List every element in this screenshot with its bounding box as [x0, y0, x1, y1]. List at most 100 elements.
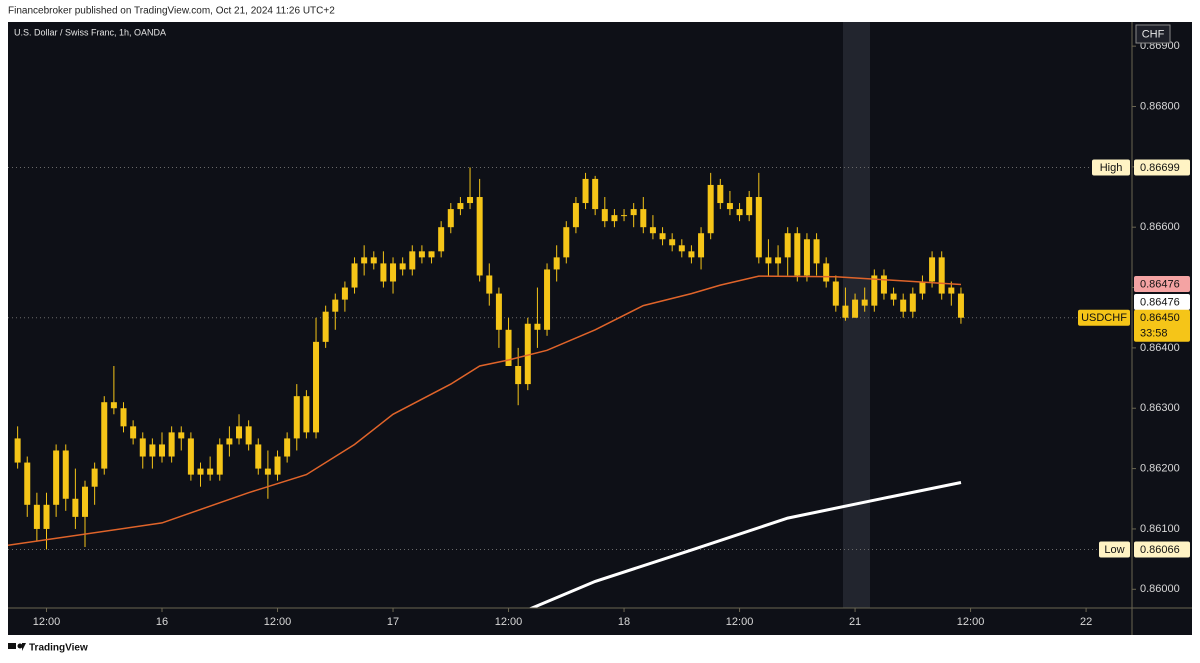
candle-body [159, 444, 166, 457]
x-tick-label: 12:00 [957, 616, 985, 628]
y-tick-label: 0.86100 [1140, 523, 1180, 535]
candle-body [486, 275, 493, 294]
y-tick-label: 0.86200 [1140, 462, 1180, 474]
candle-body [688, 251, 695, 258]
candle-body [601, 209, 608, 222]
price-tag-countdown: 33:58 [1140, 328, 1168, 340]
candle-body [919, 281, 926, 294]
candle-body [794, 233, 801, 276]
candle-body [351, 263, 358, 288]
candle-body [264, 468, 271, 475]
x-tick-label: 12:00 [264, 616, 292, 628]
candle-body [582, 178, 589, 204]
candle-body [717, 184, 724, 204]
currency: CHF [1142, 28, 1165, 40]
tag-name: USDCHF [1081, 312, 1127, 324]
candle-body [341, 287, 348, 300]
candle-body [120, 408, 127, 427]
candle-body [784, 233, 791, 258]
candle-body [611, 215, 618, 222]
chart-bg [8, 22, 1192, 635]
x-tick-label: 12:00 [33, 616, 61, 628]
candle-body [390, 263, 397, 282]
candle-body [101, 402, 108, 469]
price-tag-label: 0.86066 [1140, 544, 1180, 556]
candle-body [43, 504, 50, 529]
candle-body [236, 426, 243, 439]
price-tag-box [1134, 159, 1190, 176]
candle-body [149, 444, 156, 457]
price-tag-label: 0.86699 [1140, 162, 1180, 174]
candle-body [871, 275, 878, 306]
candle-body [72, 498, 79, 517]
candle-body [890, 293, 897, 300]
candle-body [736, 209, 743, 216]
currency-box [1135, 24, 1171, 44]
candle-body [505, 329, 512, 366]
candle-body [823, 263, 830, 282]
candle-body [495, 293, 502, 330]
price-tag-box [1134, 309, 1190, 342]
candle-body [82, 486, 89, 517]
candle-body [726, 203, 733, 210]
candle-body [332, 299, 339, 312]
candle-body [524, 323, 531, 385]
candle-body [53, 450, 60, 505]
candle-body [274, 456, 281, 475]
x-tick-label: 17 [387, 616, 399, 628]
candle-body [948, 287, 955, 294]
candle-body [216, 444, 223, 475]
x-tick-label: 16 [156, 616, 168, 628]
symbol-title: U.S. Dollar / Swiss Franc, 1h, OANDA [14, 27, 166, 37]
candle-body [322, 311, 329, 342]
candle-body [572, 203, 579, 228]
candle-body [24, 462, 31, 505]
candle-body [293, 396, 300, 439]
candle-body [803, 239, 810, 276]
candle-body [303, 396, 310, 433]
candle-body [832, 281, 839, 306]
candle-body [255, 444, 262, 469]
candle-body [755, 197, 762, 258]
candle-body [110, 402, 117, 409]
price-tag-label: 0.86476 [1140, 278, 1180, 290]
candle-body [207, 468, 214, 475]
candle-body [813, 239, 820, 264]
candle-body [361, 257, 368, 264]
tag-name-box [1078, 309, 1130, 326]
price-tag-label: 0.86476 [1140, 296, 1180, 308]
candle-body [33, 504, 40, 529]
x-tick-label: 18 [618, 616, 630, 628]
candle-body [14, 438, 21, 463]
candle-body [226, 438, 233, 445]
candle-body [399, 263, 406, 270]
candle-body [313, 341, 320, 433]
candle-body [178, 432, 185, 439]
candle-body [765, 257, 772, 264]
x-tick-label: 12:00 [726, 616, 754, 628]
candle-body [649, 227, 656, 234]
candle-body [91, 468, 98, 487]
header-text: Financebroker published on TradingView.c… [8, 6, 335, 17]
brand-logo [8, 643, 26, 651]
candle-body [900, 299, 907, 312]
candle-body [447, 209, 454, 228]
candle-body [476, 197, 483, 276]
indicator-line [8, 275, 962, 546]
candle-body [130, 426, 137, 439]
price-tag-label: 0.86450 [1140, 312, 1180, 324]
candle-body [62, 450, 69, 499]
x-tick-label: 21 [849, 616, 861, 628]
candle-body [861, 299, 868, 306]
candle-body [457, 203, 464, 210]
candle-body [938, 257, 945, 294]
candle-body [929, 257, 936, 282]
candle-body [168, 432, 175, 457]
tag-name: Low [1104, 544, 1124, 556]
candle-body [418, 251, 425, 258]
candle-body [630, 209, 637, 216]
y-tick-label: 0.86400 [1140, 342, 1180, 354]
candle-body [428, 251, 435, 258]
price-tag-box [1134, 541, 1190, 558]
